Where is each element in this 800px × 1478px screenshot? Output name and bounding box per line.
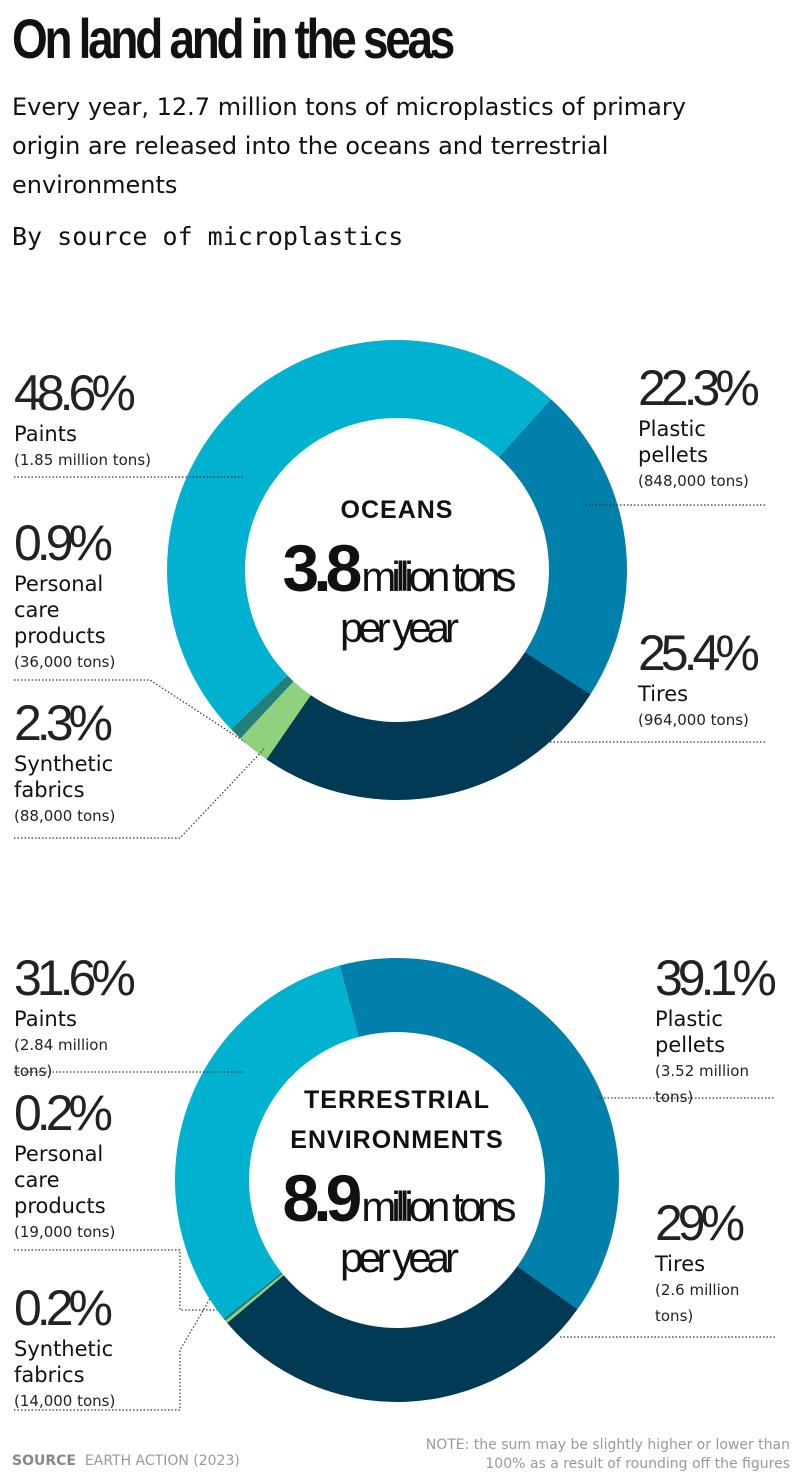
detail-label: (2.84 million tons) [14,1036,108,1080]
total-line: 3.8 million tons [247,530,547,606]
donut-segment [266,652,591,800]
percent-label: 0.2% [14,1280,113,1336]
category-label: Plastic pellets [655,1007,726,1057]
detail-label: (964,000 tons) [638,711,749,729]
detail-label: (1.85 million tons) [14,451,151,469]
segment-label: 25.4% Tires (964,000 tons) [638,625,800,733]
detail-label: (19,000 tons) [14,1223,116,1241]
category-label: Personal care products [14,572,106,648]
category-label: Tires [638,682,689,706]
total-period: per year [339,1234,459,1281]
percent-label: 22.3% [638,360,760,416]
donut-segment [498,399,627,695]
title: On land and in the seas [12,7,455,70]
center-block: OCEANS 3.8 million tons per year [247,490,547,650]
percent-label: 31.6% [14,950,136,1006]
leader-line [14,1249,225,1311]
segment-label: 0.2% Personal care products (19,000 tons) [14,1085,134,1245]
donut-segment [240,681,311,760]
center-label: TERRESTRIAL ENVIRONMENTS [290,1086,504,1154]
percent-label: 29% [655,1195,745,1251]
center-block: TERRESTRIAL ENVIRONMENTS 8.9 million tons… [247,1080,547,1280]
percent-label: 2.3% [14,695,113,751]
percent-label: 25.4% [638,625,760,681]
category-label: Synthetic fabrics [14,752,114,802]
donut-segment [339,957,620,1310]
donut-segment [231,675,294,739]
segment-label: 22.3% Plastic pellets (848,000 tons) [638,360,800,494]
note: NOTE: the sum may be slightly higher or … [425,1437,790,1472]
center-label: OCEANS [340,496,454,524]
total-value: 8.9 [282,1161,363,1235]
detail-label: (848,000 tons) [638,472,749,490]
percent-label: 48.6% [14,365,136,421]
detail-label: (36,000 tons) [14,653,116,671]
segment-label: 2.3% Synthetic fabrics (88,000 tons) [14,695,234,829]
total-value: 3.8 [282,531,363,605]
percent-label: 39.1% [655,950,777,1006]
subtitle: Every year, 12.7 million tons of micropl… [12,93,686,199]
leader-line [14,747,266,839]
total-period: per year [339,604,459,651]
source-label: SOURCE [12,1453,76,1469]
segment-label: 39.1% Plastic pellets (3.52 million tons) [655,950,777,1110]
section-label: By source of microplastics [12,222,404,251]
segment-label: 0.2% Synthetic fabrics (14,000 tons) [14,1280,134,1414]
donut-segment [167,340,551,730]
source-text: EARTH ACTION (2023) [84,1453,240,1469]
segment-label: 29% Tires (2.6 million tons) [655,1195,775,1329]
detail-label: (3.52 million tons) [655,1062,749,1106]
donut-segment [223,1272,283,1321]
category-label: Synthetic fabrics [14,1337,114,1387]
leader-line [14,1267,229,1411]
segment-label: 48.6% Paints (1.85 million tons) [14,365,234,473]
percent-label: 0.2% [14,1085,113,1141]
segment-label: 0.9% Personal care products (36,000 tons) [14,515,234,675]
detail-label: (2.6 million tons) [655,1281,740,1325]
percent-label: 0.9% [14,515,113,571]
detail-label: (88,000 tons) [14,807,116,825]
detail-label: (14,000 tons) [14,1392,116,1410]
total-unit: million tons [361,553,516,600]
total-unit: million tons [361,1183,516,1230]
donut-segment [227,1266,578,1402]
category-label: Personal care products [14,1142,106,1218]
segment-label: 31.6% Paints (2.84 million tons) [14,950,136,1084]
total-line: 8.9 million tons [247,1160,547,1236]
source: SOURCE EARTH ACTION (2023) [12,1453,240,1469]
donut-segment [175,965,359,1319]
category-label: Paints [14,1007,77,1031]
category-label: Paints [14,422,77,446]
category-label: Tires [655,1252,706,1276]
donut-segment [225,1273,284,1323]
category-label: Plastic pellets [638,417,709,467]
